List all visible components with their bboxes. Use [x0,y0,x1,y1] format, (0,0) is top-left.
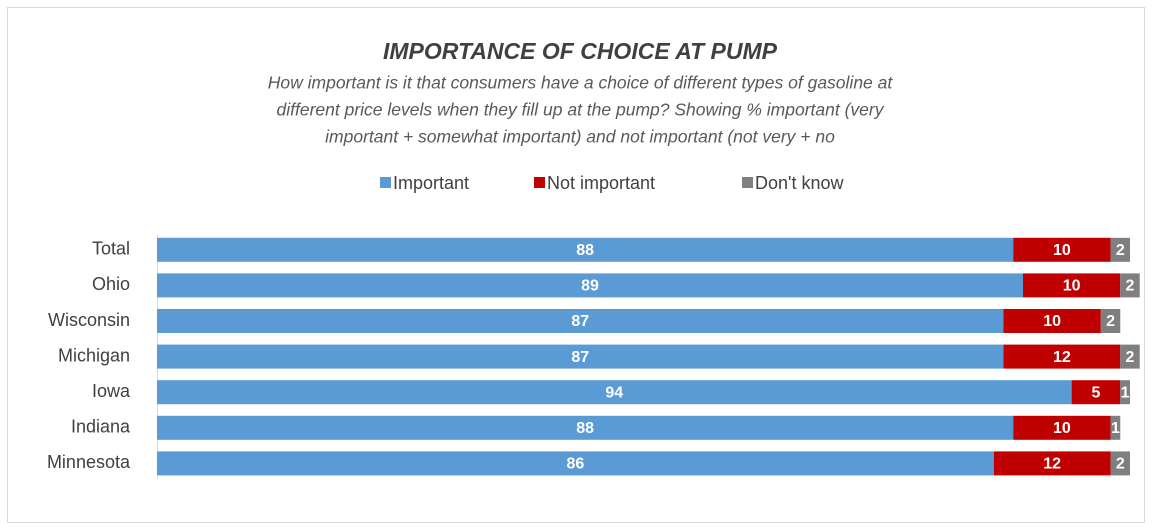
bar-segment [1022,273,1121,298]
bar-segment [1071,380,1121,405]
bar-segment [157,380,1072,405]
data-label: 10 [1053,242,1071,259]
data-label: 12 [1043,456,1061,473]
data-label: 10 [1063,278,1081,295]
chart-title: IMPORTANCE OF CHOICE AT PUMP [383,38,778,64]
data-label: 2 [1116,242,1125,259]
subtitle: How important is it that consumers have … [268,73,894,93]
legend-swatch [380,177,391,188]
bar-segment [1013,237,1111,262]
bar-segment [1120,344,1140,369]
bar-segment [1003,309,1101,333]
data-label: 1 [1121,384,1130,401]
data-label: 2 [1126,349,1135,366]
bar-segment [1100,309,1121,333]
y-tick-label: Iowa [92,381,131,401]
y-tick-label: Wisconsin [48,310,130,330]
data-label: 87 [571,313,589,330]
legend-swatch [534,177,545,188]
y-tick-label: Michigan [58,345,130,365]
bar-segment [1110,451,1130,476]
data-label: 87 [571,349,589,366]
bar-segment [993,451,1111,476]
legend-label: Not important [547,173,655,193]
data-label: 2 [1116,456,1125,473]
bar-segment [157,344,1004,369]
data-label: 88 [576,420,594,437]
legend-swatch [742,177,753,188]
data-label: 94 [605,384,623,401]
bar-segment [1110,415,1121,440]
bar-segment [157,309,1004,333]
bar-segment [1013,415,1111,440]
data-label: 12 [1053,349,1071,366]
data-label: 10 [1053,420,1071,437]
bar-segment [157,273,1023,298]
legend-label: Important [393,173,469,193]
bar-segment [1003,344,1121,369]
data-label: 2 [1126,278,1135,295]
bar-segment [157,237,1014,262]
bar-segment [157,415,1014,440]
subtitle: different price levels when they fill up… [277,100,885,120]
data-label: 86 [566,456,584,473]
legend-label: Don't know [755,173,844,193]
data-label: 1 [1111,420,1120,437]
bar-segment [1120,273,1140,298]
y-tick-label: Minnesota [47,452,131,472]
y-tick-label: Total [92,239,130,259]
data-label: 5 [1091,384,1100,401]
bar-segment [157,451,994,476]
data-label: 2 [1106,313,1115,330]
bar-segment [1120,380,1130,405]
data-label: 10 [1043,313,1061,330]
data-label: 89 [581,278,599,295]
y-tick-label: Ohio [92,274,130,294]
data-label: 88 [576,242,594,259]
y-tick-label: Indiana [71,417,131,437]
subtitle: important + somewhat important) and not … [325,127,835,147]
bar-segment [1110,237,1130,262]
